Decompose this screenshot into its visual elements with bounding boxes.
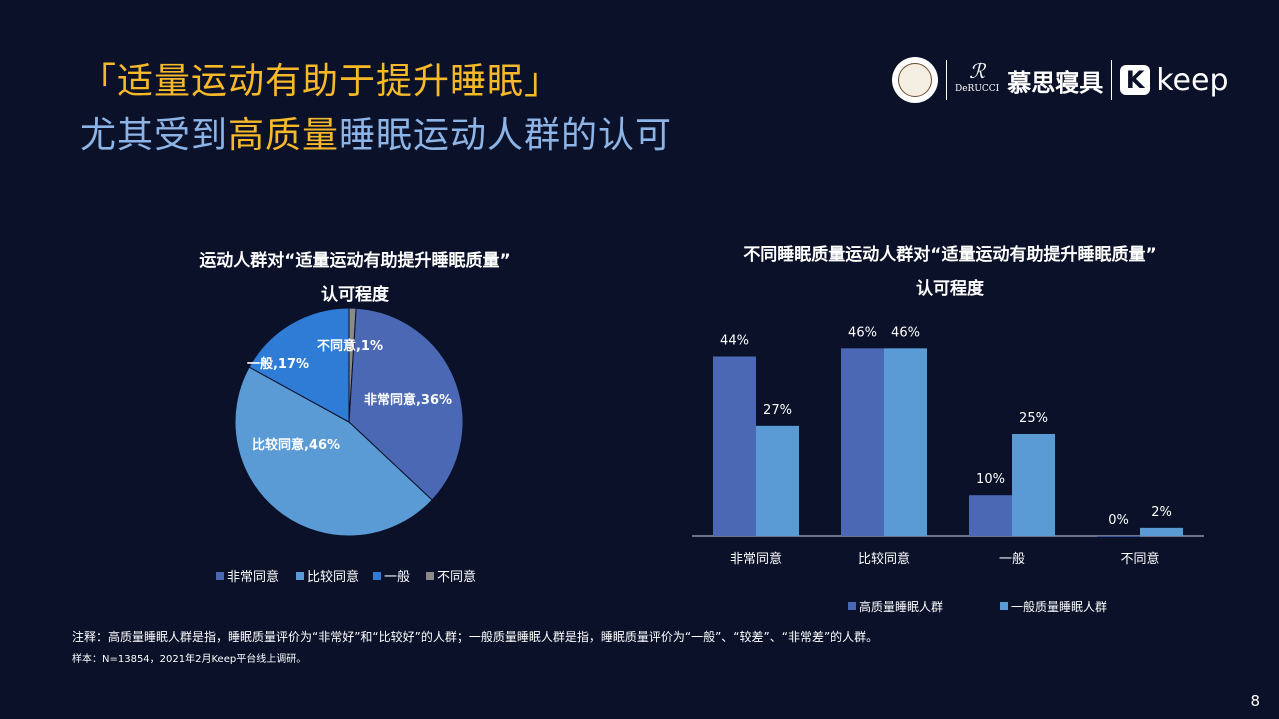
derucci-logo: ℛ DeRUCCI 慕思寝具 (955, 59, 1104, 98)
bar-2-0 (969, 495, 1012, 536)
pie-legend-swatch (426, 572, 434, 580)
bar-category-label: 不同意 (1120, 551, 1159, 567)
pie-legend-label: 比较同意 (307, 569, 359, 585)
pie-legend-label: 非常同意 (227, 569, 279, 585)
bar-data-label: 10% (976, 472, 1005, 487)
bar-data-label: 0% (1108, 513, 1129, 528)
bar-category-label: 一般 (999, 551, 1025, 567)
bar-category-label: 非常同意 (730, 551, 782, 567)
bar-3-0 (1097, 536, 1140, 537)
pie-chart-title: 运动人群对“适量运动有助提升睡眠质量” 认可程度 (199, 251, 511, 305)
pie-slice-2 (248, 307, 350, 423)
title-line2-highlight: 高质量 (228, 115, 340, 156)
derucci-chinese-name: 慕思寝具 (1007, 68, 1104, 97)
bar-data-label: 2% (1151, 505, 1172, 520)
pie-data-label: 比较同意,46% (252, 437, 340, 453)
logo-divider (1111, 60, 1113, 100)
keep-wordmark: keep (1156, 62, 1229, 98)
bar-data-label: 46% (848, 325, 877, 340)
logo-bar: ℛ DeRUCCI 慕思寝具 K keep (892, 54, 1229, 106)
pie-data-label: 不同意,1% (317, 338, 383, 354)
bar-category-label: 比较同意 (858, 551, 910, 567)
bar-data-label: 46% (891, 325, 920, 340)
bar-chart-title: 不同睡眠质量运动人群对“适量运动有助提升睡眠质量” 认可程度 (743, 245, 1157, 299)
pie-data-label: 非常同意,36% (364, 392, 452, 408)
title-line2-post: 睡眠运动人群的认可 (339, 115, 673, 156)
pie-legend-swatch (216, 572, 224, 580)
bar-0-0 (713, 356, 756, 536)
bar-1-1 (884, 348, 927, 536)
pie-data-label: 一般,17% (247, 356, 309, 372)
bar-legend-label: 一般质量睡眠人群 (1011, 599, 1107, 614)
footnote: 注释：高质量睡眠人群是指，睡眠质量评价为“非常好”和“比较好”的人群；一般质量睡… (72, 630, 879, 644)
pie-legend-label: 一般 (384, 569, 410, 585)
sample-note: 样本：N=13854，2021年2月Keep平台线上调研。 (72, 654, 307, 665)
bar-legend-swatch (848, 602, 856, 610)
pie-legend-swatch (296, 572, 304, 580)
bar-3-1 (1140, 527, 1183, 536)
bar-data-label: 44% (720, 333, 749, 348)
bar-data-label: 25% (1019, 411, 1048, 426)
bar-1-0 (841, 348, 884, 536)
pie-slice-0 (348, 307, 464, 501)
bar-2-1 (1012, 434, 1055, 536)
page-number: 8 (1250, 692, 1260, 710)
logo-divider (946, 60, 947, 100)
keep-icon: K (1120, 65, 1151, 95)
bar-legend-label: 高质量睡眠人群 (859, 599, 943, 614)
derucci-mark: ℛ DeRUCCI (955, 59, 1000, 94)
title-line2-pre: 尤其受到 (80, 115, 229, 156)
bar-legend-swatch (1000, 602, 1008, 610)
sleep-society-seal-logo (892, 57, 938, 103)
keep-logo: K keep (1120, 62, 1229, 98)
page-title-line2: 尤其受到高质量睡眠运动人群的认可 (80, 106, 672, 158)
page-title-line1: 「适量运动有助于提升睡眠」 (80, 61, 562, 102)
pie-slice-1 (234, 366, 433, 537)
bar-0-1 (756, 425, 799, 536)
pie-legend-label: 不同意 (437, 569, 476, 585)
bar-data-label: 27% (763, 403, 792, 418)
pie-legend-swatch (373, 572, 381, 580)
